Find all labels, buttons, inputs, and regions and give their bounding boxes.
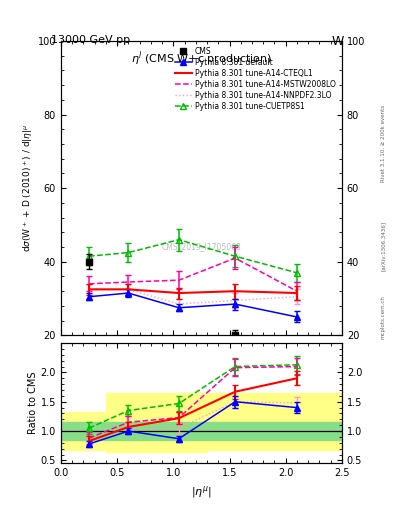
Text: W: W	[332, 35, 344, 48]
Text: Rivet 3.1.10, ≥ 200k events: Rivet 3.1.10, ≥ 200k events	[381, 105, 386, 182]
Text: 13000 GeV pp: 13000 GeV pp	[51, 35, 130, 45]
Text: CMS_2019_I1705068: CMS_2019_I1705068	[162, 243, 241, 251]
Text: $\eta^l$ (CMS W+c production): $\eta^l$ (CMS W+c production)	[131, 50, 272, 69]
Text: mcplots.cern.ch: mcplots.cern.ch	[381, 295, 386, 339]
X-axis label: |$\eta^{\mu}$|: |$\eta^{\mu}$|	[191, 484, 212, 500]
Y-axis label: Ratio to CMS: Ratio to CMS	[28, 372, 38, 435]
Text: [arXiv:1306.3436]: [arXiv:1306.3436]	[381, 221, 386, 271]
Y-axis label: d$\sigma$(W$^+$ + D (2010)$^+$) / d|$\eta$|$^{\mu}$: d$\sigma$(W$^+$ + D (2010)$^+$) / d|$\et…	[21, 124, 35, 252]
Legend: CMS, Pythia 8.301 default, Pythia 8.301 tune-A14-CTEQL1, Pythia 8.301 tune-A14-M: CMS, Pythia 8.301 default, Pythia 8.301 …	[173, 45, 338, 113]
